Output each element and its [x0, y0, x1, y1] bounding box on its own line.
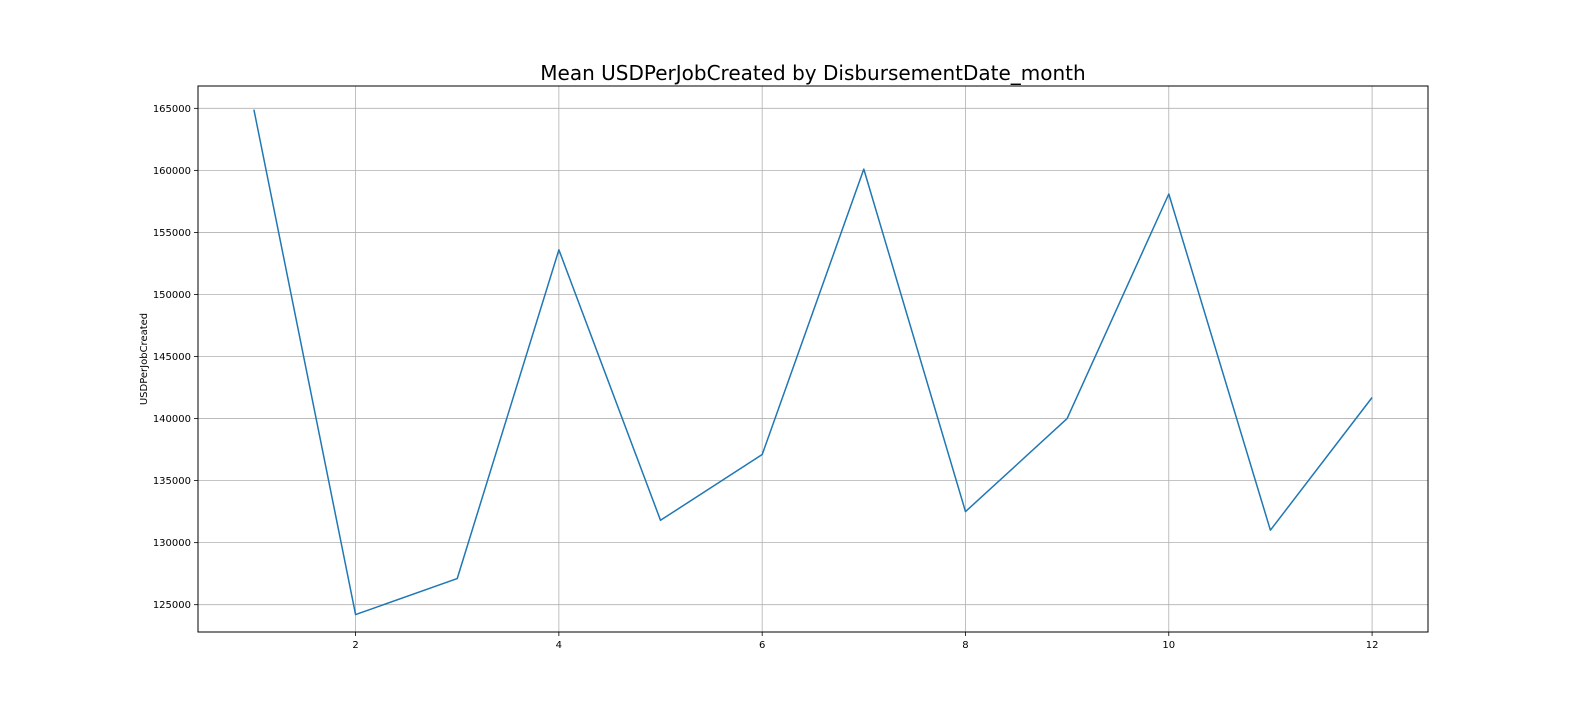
y-tick-label: 140000	[153, 414, 191, 425]
y-tick-label: 125000	[153, 600, 191, 611]
x-axis-ticks: 2 4 6 8 10 12	[352, 632, 1378, 651]
y-axis-ticks: 125000 130000 135000 140000 145000 150000 1550…	[153, 104, 198, 611]
x-tick-label: 6	[759, 640, 765, 651]
y-tick-label: 165000	[153, 104, 191, 115]
y-tick-label: 135000	[153, 476, 191, 487]
y-tick-label: 160000	[153, 166, 191, 177]
y-tick-label: 150000	[153, 290, 191, 301]
grid-lines	[198, 86, 1428, 632]
x-tick-label: 8	[962, 640, 968, 651]
series-layer	[253, 109, 1373, 616]
x-tick-label: 2	[352, 640, 358, 651]
series-line	[253, 109, 1373, 616]
x-tick-label: 4	[556, 640, 562, 651]
plot-frame	[197, 85, 1429, 633]
y-tick-label: 145000	[153, 352, 191, 363]
y-tick-label: 130000	[153, 538, 191, 549]
y-axis-label: USDPerJobCreated	[139, 313, 150, 405]
chart-title: Mean USDPerJobCreated by DisbursementDat…	[540, 61, 1085, 85]
x-tick-label: 12	[1366, 640, 1379, 651]
x-tick-label: 10	[1162, 640, 1175, 651]
y-tick-label: 155000	[153, 228, 191, 239]
